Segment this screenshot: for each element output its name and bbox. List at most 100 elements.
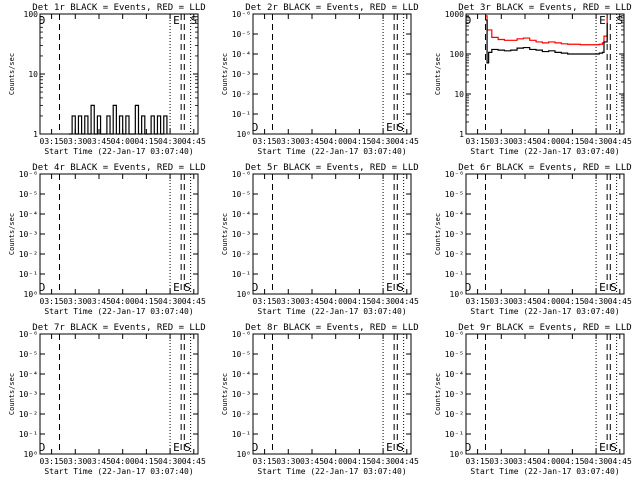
x-tick-label: 04:30 (584, 297, 608, 306)
x-tick-label: 04:45 (395, 297, 419, 306)
x-tick-label: 04:30 (584, 457, 608, 466)
y-tick-label: 10⁻⁴ (445, 210, 464, 219)
chart-panel-6: Det 6r BLACK = Events, RED = LLD Counts/s… (434, 163, 632, 316)
y-tick-label: 10⁻⁴ (19, 210, 38, 219)
y-tick-label: 10⁻⁵ (19, 350, 38, 359)
y-axis-label: Counts/sec (8, 213, 16, 255)
x-tick-label: 04:45 (182, 137, 206, 146)
x-tick-label: 04:15 (134, 297, 158, 306)
y-tick-label: 10 (454, 90, 464, 99)
x-tick-label: 03:30 (63, 457, 87, 466)
x-tick-label: 03:15 (253, 297, 277, 306)
y-tick-label: 10⁻⁵ (445, 190, 464, 199)
marker-label-e: E (599, 441, 606, 454)
plot-frame (252, 173, 412, 295)
x-tick-label: 03:45 (300, 297, 324, 306)
y-tick-label: 10⁻¹ (232, 270, 251, 279)
x-tick-label: 03:15 (466, 137, 490, 146)
chart-panel-3: Det 3r BLACK = Events, RED = LLD Counts/s… (434, 3, 632, 156)
x-tick-label: 04:15 (347, 457, 371, 466)
plot-frame (252, 333, 412, 455)
x-tick-label: 04:30 (158, 297, 182, 306)
x-tick-label: 03:45 (300, 457, 324, 466)
marker-label-e: E (173, 14, 180, 27)
x-tick-label: 04:45 (395, 457, 419, 466)
x-tick-label: 04:15 (560, 297, 584, 306)
marker-label-d: D (465, 14, 472, 27)
y-axis-label: Counts/sec (221, 213, 229, 255)
y-tick-label: 10⁰ (450, 290, 464, 299)
chart-title: Det 3r BLACK = Events, RED = LLD (458, 3, 631, 13)
y-tick-label: 10⁻⁶ (232, 170, 251, 179)
chart-panel-9: Det 9r BLACK = Events, RED = LLD Counts/s… (434, 323, 632, 476)
y-tick-label: 10⁻⁶ (445, 170, 464, 179)
chart-panel-1: Det 1r BLACK = Events, RED = LLD Counts/s… (8, 3, 206, 156)
y-axis-label: Counts/sec (434, 373, 442, 415)
y-tick-label: 10 (28, 70, 38, 79)
x-tick-label: 04:30 (584, 137, 608, 146)
y-tick-label: 10⁻¹ (19, 270, 38, 279)
x-tick-label: 04:15 (560, 457, 584, 466)
chart-title: Det 2r BLACK = Events, RED = LLD (245, 3, 418, 13)
x-axis-label: Start Time (22-Jan-17 03:07:40) (257, 467, 406, 476)
y-tick-label: 10⁻⁴ (445, 370, 464, 379)
x-tick-label: 04:00 (324, 457, 348, 466)
plot-frame (465, 173, 625, 295)
marker-label-s: S (397, 121, 404, 134)
x-tick-label: 04:15 (347, 297, 371, 306)
marker-label-s: S (397, 441, 404, 454)
chart-title: Det 7r BLACK = Events, RED = LLD (32, 323, 205, 333)
marker-label-s: S (184, 441, 191, 454)
marker-label-s: S (184, 281, 191, 294)
y-tick-label: 10⁻⁶ (19, 330, 38, 339)
y-tick-label: 10⁻⁶ (232, 330, 251, 339)
y-tick-label: 10⁻⁵ (19, 190, 38, 199)
marker-label-s: S (190, 14, 197, 27)
y-tick-label: 10⁻¹ (232, 110, 251, 119)
x-axis-label: Start Time (22-Jan-17 03:07:40) (470, 307, 619, 316)
marker-label-s: S (616, 14, 623, 27)
x-tick-label: 04:15 (560, 137, 584, 146)
x-tick-label: 03:45 (87, 297, 111, 306)
x-tick-label: 04:30 (158, 137, 182, 146)
x-axis-label: Start Time (22-Jan-17 03:07:40) (470, 467, 619, 476)
y-tick-label: 100 (24, 10, 39, 19)
y-tick-label: 10⁻² (232, 90, 251, 99)
x-tick-label: 04:45 (395, 137, 419, 146)
x-tick-label: 03:45 (513, 297, 537, 306)
y-tick-label: 10⁰ (24, 450, 38, 459)
x-axis-label: Start Time (22-Jan-17 03:07:40) (44, 307, 193, 316)
series-line (485, 19, 608, 64)
x-tick-label: 04:15 (134, 137, 158, 146)
x-tick-label: 03:30 (489, 297, 513, 306)
chart-panel-2: Det 2r BLACK = Events, RED = LLD Counts/s… (221, 3, 419, 156)
series-line (68, 104, 168, 135)
x-tick-label: 04:45 (608, 457, 632, 466)
x-tick-label: 04:00 (111, 137, 135, 146)
y-tick-label: 10⁻⁵ (232, 350, 251, 359)
y-tick-label: 10⁰ (450, 450, 464, 459)
marker-label-d: D (252, 281, 259, 294)
chart-panel-7: Det 7r BLACK = Events, RED = LLD Counts/s… (8, 323, 206, 476)
x-tick-label: 04:00 (324, 137, 348, 146)
y-axis-label: Counts/sec (221, 53, 229, 95)
y-tick-label: 10⁻³ (232, 70, 251, 79)
plot-frame (39, 13, 199, 135)
marker-label-d: D (252, 441, 259, 454)
chart-panel-8: Det 8r BLACK = Events, RED = LLD Counts/s… (221, 323, 419, 476)
x-tick-label: 04:00 (537, 297, 561, 306)
marker-label-e: E (386, 281, 393, 294)
chart-title: Det 1r BLACK = Events, RED = LLD (32, 3, 205, 13)
x-tick-label: 03:15 (466, 457, 490, 466)
x-tick-label: 03:45 (87, 137, 111, 146)
y-axis-label: Counts/sec (434, 213, 442, 255)
plot-frame (39, 333, 199, 455)
y-tick-label: 10⁰ (24, 290, 38, 299)
y-tick-label: 10⁻¹ (232, 430, 251, 439)
marker-label-e: E (386, 441, 393, 454)
y-tick-label: 100 (450, 50, 465, 59)
y-tick-label: 10⁰ (237, 450, 251, 459)
y-tick-label: 10⁻² (19, 250, 38, 259)
x-tick-label: 04:30 (371, 457, 395, 466)
